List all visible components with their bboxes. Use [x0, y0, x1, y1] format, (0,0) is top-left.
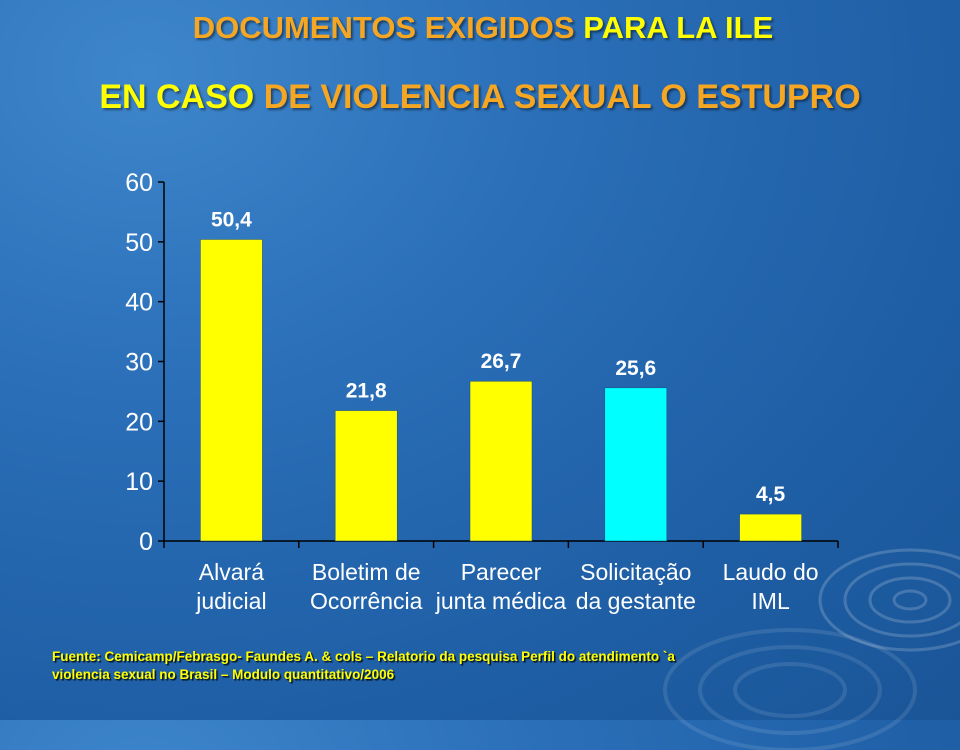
data-label: 26,7 — [481, 350, 522, 373]
chart-bars — [200, 239, 802, 542]
y-tick-label: 30 — [125, 349, 153, 377]
x-tick-label: Ocorrência — [310, 588, 423, 614]
data-label: 25,6 — [615, 357, 656, 380]
x-tick-label: Solicitação — [580, 559, 691, 585]
x-tick-label: Parecer — [461, 559, 542, 585]
y-tick-label: 10 — [125, 468, 153, 496]
footnote-line1: Fuente: Cemicamp/Febrasgo- Faundes A. & … — [52, 649, 675, 664]
x-tick-label: judicial — [195, 588, 266, 614]
bar — [334, 410, 398, 542]
x-tick-label: Alvará — [199, 559, 264, 585]
footnote-line2: violencia sexual no Brasil – Modulo quan… — [52, 667, 395, 682]
data-label: 21,8 — [346, 380, 387, 403]
y-tick-label: 60 — [125, 169, 153, 197]
x-tick-label: Boletim de — [312, 559, 421, 585]
bar — [604, 387, 668, 542]
ripple-decoration — [818, 548, 960, 652]
x-tick-label: junta médica — [435, 588, 567, 614]
bar — [739, 513, 802, 542]
source-footnote: Fuente: Cemicamp/Febrasgo- Faundes A. & … — [52, 648, 932, 684]
bar — [200, 239, 263, 542]
page-title-line2: EN CASO DE VIOLENCIA SEXUAL O ESTUPRO — [0, 78, 960, 117]
title-line2-part2: DE VIOLENCIA SEXUAL O ESTUPRO — [263, 78, 861, 116]
x-tick-label: da gestante — [576, 588, 696, 614]
x-tick-label: IML — [751, 588, 790, 614]
data-label: 4,5 — [756, 483, 786, 506]
y-tick-label: 40 — [125, 289, 153, 317]
page-title-line1: DOCUMENTOS EXIGIDOS PARA LA ILE — [0, 10, 960, 46]
title-line1-part1: DOCUMENTOS EXIGIDOS — [192, 10, 584, 45]
y-tick-label: 20 — [125, 408, 153, 436]
data-label: 50,4 — [211, 208, 252, 231]
bar — [469, 380, 533, 542]
bar-chart: 0 10 20 30 40 50 60 50,4 Alvará judicial 21,8 Bole… — [125, 169, 839, 614]
y-tick-label: 50 — [125, 229, 153, 257]
title-line2-part1: EN CASO — [99, 78, 264, 116]
chart-labels: 50,4 Alvará judicial 21,8 Boletim de Ocorrênc… — [195, 208, 818, 614]
x-tick-label: Laudo do — [723, 559, 819, 585]
title-line1-part2: PARA LA ILE — [583, 10, 774, 45]
y-tick-label: 0 — [139, 528, 153, 556]
